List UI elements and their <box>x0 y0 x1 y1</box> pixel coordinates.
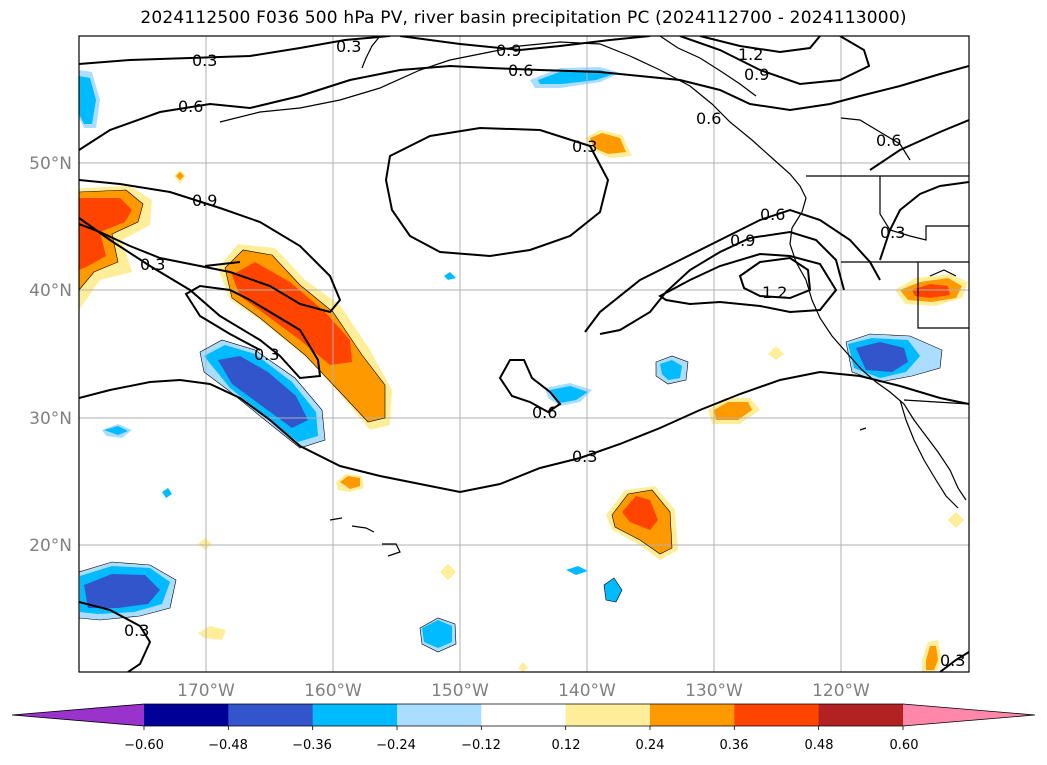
contour-label: 0.3 <box>192 51 217 70</box>
colorbar-tick-label: 0.24 <box>636 738 665 753</box>
colorbar-segment <box>312 704 398 726</box>
contour-label: 0.6 <box>178 97 203 116</box>
lon-tick-label: 160°W <box>304 681 362 701</box>
contour-label: 0.3 <box>124 621 149 640</box>
lat-tick-label: 30°N <box>29 409 72 429</box>
contour-label: 0.9 <box>744 65 769 84</box>
colorbar-segment <box>650 704 735 726</box>
plot-frame <box>78 35 970 673</box>
contour-label: 0.9 <box>496 41 521 60</box>
map-title: 2024112500 F036 500 hPa PV, river basin … <box>140 8 907 28</box>
colorbar-tick-label: 0.12 <box>552 738 581 753</box>
contour-label: 0.3 <box>254 345 279 364</box>
colorbar-extend-high <box>903 704 1035 726</box>
lat-tick-label: 20°N <box>29 536 72 556</box>
colorbar-tick-label: −0.12 <box>461 738 501 753</box>
contour-labels: 0.3 0.6 0.9 1.2 0.6 0.9 0.6 0.9 0.3 0.3 … <box>124 37 965 670</box>
contour-label: 0.9 <box>192 191 217 210</box>
colorbar-segment <box>734 704 820 726</box>
colorbar-tick-label: −0.60 <box>124 738 164 753</box>
contour-label: 0.6 <box>508 61 533 80</box>
lon-tick-label: 140°W <box>558 681 616 701</box>
contour-label: 0.9 <box>730 231 755 250</box>
colorbar-extend-low <box>12 704 144 726</box>
contour-label: 1.2 <box>762 283 787 302</box>
lat-axis-labels: 20°N 30°N 40°N 50°N <box>29 154 72 556</box>
colorbar-segment <box>228 704 314 726</box>
colorbar <box>11 703 1036 730</box>
contour-label: 0.3 <box>572 137 597 156</box>
lon-axis-labels: 170°W 160°W 150°W 140°W 130°W 120°W <box>177 681 870 701</box>
contour-label: 0.3 <box>572 447 597 466</box>
colorbar-tick-label: 0.60 <box>890 738 919 753</box>
coastlines <box>219 36 969 557</box>
contour-label: 1.2 <box>738 45 763 64</box>
contour-label: 0.3 <box>880 223 905 242</box>
lon-tick-label: 170°W <box>177 681 235 701</box>
colorbar-segment <box>481 704 567 726</box>
contour-label: 0.6 <box>696 109 721 128</box>
colorbar-segment <box>565 704 651 726</box>
colorbar-tick-label: −0.48 <box>208 738 248 753</box>
lon-tick-label: 150°W <box>431 681 489 701</box>
colorbar-tick-label: −0.24 <box>376 738 416 753</box>
lat-tick-label: 50°N <box>29 154 72 174</box>
pv-contours <box>79 36 969 672</box>
precip-shading <box>79 67 968 672</box>
lon-tick-label: 120°W <box>812 681 870 701</box>
contour-label: 0.6 <box>876 131 901 150</box>
contour-label: 0.3 <box>336 37 361 56</box>
graticule <box>79 36 969 672</box>
colorbar-tick-labels: −0.60 −0.48 −0.36 −0.24 −0.12 0.12 0.24 … <box>124 738 918 753</box>
colorbar-segment <box>397 704 482 726</box>
colorbar-segment <box>818 704 904 726</box>
contour-label: 0.3 <box>140 255 165 274</box>
contour-label: 0.6 <box>532 403 557 422</box>
colorbar-tick-label: 0.48 <box>805 738 834 753</box>
lon-tick-label: 130°W <box>685 681 743 701</box>
colorbar-tick-label: 0.36 <box>720 738 749 753</box>
contour-label: 0.6 <box>760 205 785 224</box>
lat-tick-label: 40°N <box>29 281 72 301</box>
colorbar-segment <box>144 704 229 726</box>
colorbar-tick-label: −0.36 <box>292 738 332 753</box>
contour-label: 0.3 <box>940 651 965 670</box>
